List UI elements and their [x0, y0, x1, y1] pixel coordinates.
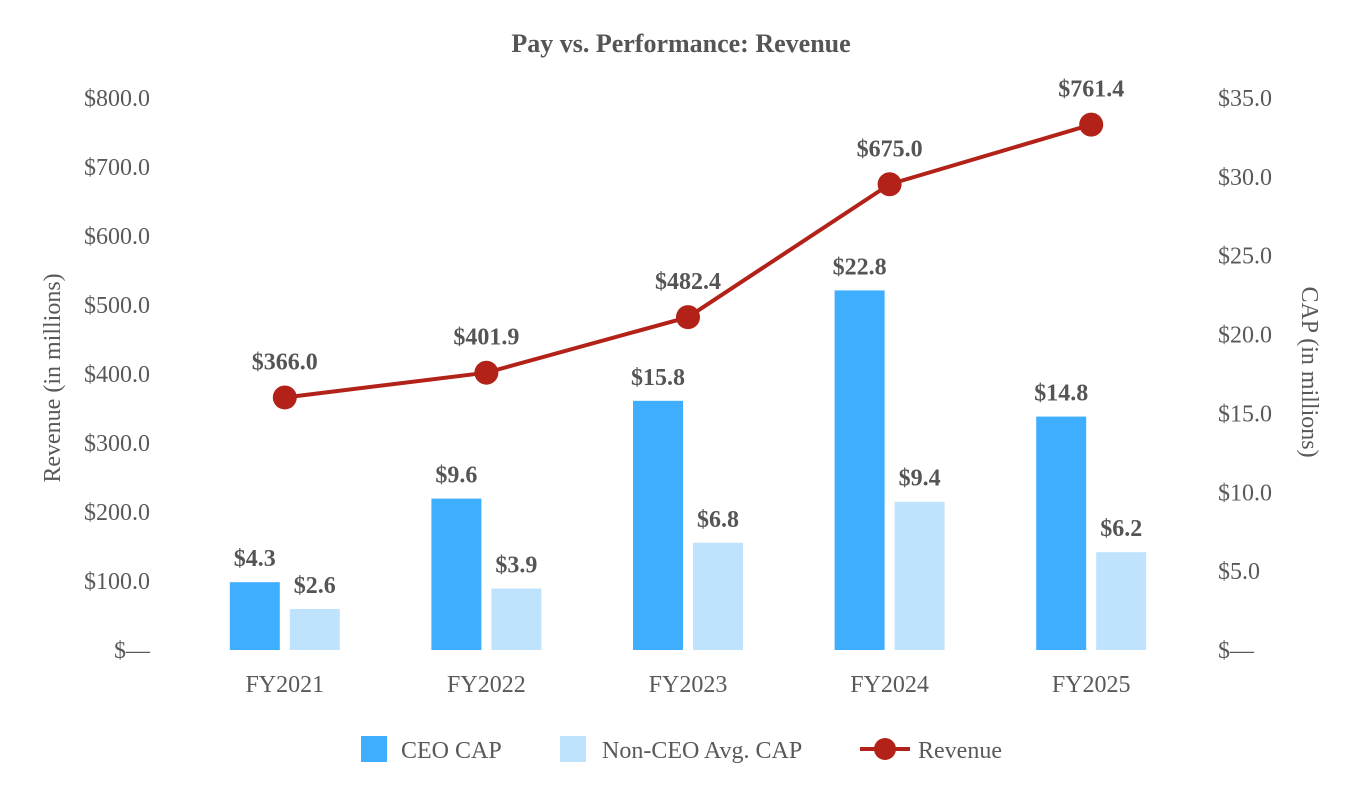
ceo-cap-data-label: $4.3: [234, 546, 276, 572]
non-ceo-avg-cap-bar: [491, 588, 542, 650]
legend-swatch-ceo-cap: [361, 736, 387, 762]
revenue-data-label: $401.9: [453, 325, 519, 351]
right-tick-label: $35.0: [1218, 86, 1272, 112]
left-axis-title: Revenue (in millions): [40, 273, 66, 482]
legend-label-non-ceo-avg-cap: Non-CEO Avg. CAP: [602, 738, 802, 764]
right-axis-ticks: $— $5.0 $10.0 $15.0 $20.0 $25.0 $30.0 $35.0: [1218, 86, 1272, 664]
revenue-point: [272, 385, 297, 410]
revenue-point: [474, 360, 499, 385]
revenue-data-label: $482.4: [655, 269, 721, 295]
ceo-cap-data-label: $22.8: [833, 254, 887, 280]
left-tick-label: $100.0: [84, 569, 150, 595]
left-axis-ticks: $— $100.0 $200.0 $300.0 $400.0 $500.0 $600.0 $7…: [84, 86, 151, 664]
category-label: FY2023: [649, 672, 728, 698]
right-tick-label: $25.0: [1218, 244, 1272, 270]
legend-marker-revenue: [874, 738, 896, 760]
category-label: FY2024: [850, 672, 929, 698]
revenue-point: [877, 172, 902, 197]
revenue-point: [1079, 112, 1104, 137]
non-ceo-avg-cap-data-label: $3.9: [495, 552, 537, 578]
left-tick-label: $700.0: [84, 155, 150, 181]
non-ceo-avg-cap-data-label: $2.6: [294, 573, 336, 599]
legend-swatch-non-ceo-avg-cap: [560, 736, 586, 762]
revenue-line: [284, 122, 1092, 400]
right-tick-label: $30.0: [1218, 165, 1272, 191]
non-ceo-avg-cap-bar: [289, 608, 340, 650]
left-tick-label: $400.0: [84, 362, 150, 388]
bar-series: [229, 290, 1147, 650]
category-label: FY2022: [447, 672, 526, 698]
right-tick-label: $—: [1218, 638, 1255, 664]
non-ceo-avg-cap-bar: [894, 501, 945, 650]
revenue-point: [676, 305, 700, 330]
left-tick-label: $500.0: [84, 293, 150, 319]
category-axis-labels: FY2021 FY2022 FY2023 FY2024 FY2025: [245, 672, 1130, 698]
right-axis-title: CAP (in millions): [1296, 286, 1322, 457]
legend-label-revenue: Revenue: [918, 738, 1002, 764]
left-tick-label: $200.0: [84, 500, 150, 526]
ceo-cap-data-label: $14.8: [1034, 381, 1088, 407]
left-tick-label: $—: [114, 638, 151, 664]
revenue-data-labels: $366.0 $401.9 $482.4 $675.0 $761.4: [252, 77, 1124, 376]
right-tick-label: $5.0: [1218, 559, 1260, 585]
non-ceo-avg-cap-bar: [693, 542, 743, 650]
non-ceo-avg-cap-data-label: $9.4: [899, 466, 941, 492]
legend: CEO CAP Non-CEO Avg. CAP Revenue: [361, 736, 1002, 764]
right-tick-label: $20.0: [1218, 323, 1272, 349]
ceo-cap-bar: [229, 582, 280, 650]
non-ceo-avg-cap-data-label: $6.8: [697, 507, 739, 533]
revenue-data-label: $675.0: [857, 136, 923, 162]
right-tick-label: $10.0: [1218, 480, 1272, 506]
chart-title: Pay vs. Performance: Revenue: [511, 29, 850, 58]
ceo-cap-data-label: $15.8: [631, 365, 685, 391]
category-label: FY2025: [1052, 672, 1131, 698]
revenue-data-label: $366.0: [252, 349, 318, 375]
left-tick-label: $800.0: [84, 86, 150, 112]
right-tick-label: $15.0: [1218, 401, 1272, 427]
ceo-cap-bar: [431, 498, 482, 650]
bar-data-labels: $4.3 $9.6 $15.8 $22.8 $14.8 $2.6 $3.9 $6.8 $9.4 $…: [234, 254, 1142, 599]
legend-label-ceo-cap: CEO CAP: [401, 738, 502, 764]
ceo-cap-bar: [1036, 416, 1087, 650]
non-ceo-avg-cap-data-label: $6.2: [1100, 516, 1142, 542]
non-ceo-avg-cap-bar: [1096, 552, 1147, 650]
revenue-line-series: [272, 112, 1104, 410]
ceo-cap-bar: [633, 400, 683, 650]
left-tick-label: $600.0: [84, 224, 150, 250]
left-tick-label: $300.0: [84, 431, 150, 457]
ceo-cap-data-label: $9.6: [435, 463, 477, 489]
ceo-cap-bar: [834, 290, 885, 650]
revenue-data-label: $761.4: [1058, 77, 1124, 103]
category-label: FY2021: [245, 672, 324, 698]
